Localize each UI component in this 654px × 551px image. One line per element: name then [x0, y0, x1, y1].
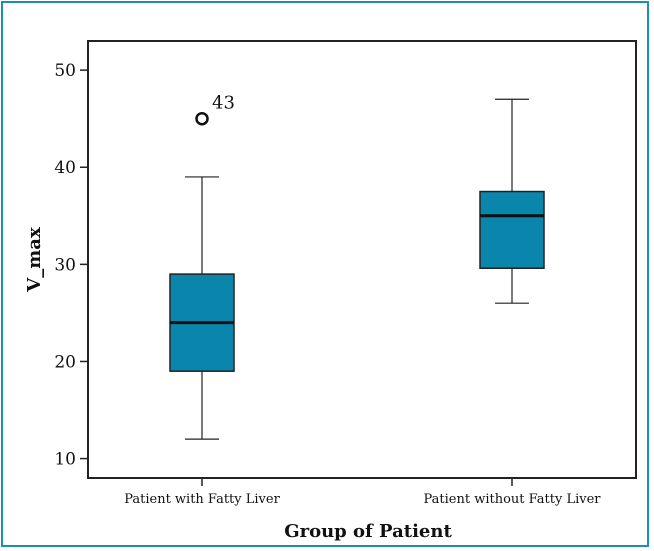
outlier-label-0: 43	[212, 93, 235, 114]
box-1	[479, 98, 545, 304]
y-axis: 10 20 30 40 50	[54, 61, 88, 470]
boxes-layer: 43	[169, 93, 545, 440]
y-tick-label-30: 30	[54, 255, 76, 275]
x-axis-title: Group of Patient	[284, 521, 452, 542]
iqr-box	[479, 190, 545, 269]
y-axis-title: V_max	[24, 227, 45, 293]
x-axis: Patient with Fatty Liver Patient without …	[124, 478, 601, 507]
y-tick-label-50: 50	[54, 61, 76, 81]
x-tick-label-1: Patient without Fatty Liver	[423, 492, 601, 507]
y-tick-label-10: 10	[54, 450, 76, 470]
x-tick-label-0: Patient with Fatty Liver	[124, 492, 280, 507]
box-0: 43	[169, 93, 235, 440]
y-tick-label-40: 40	[54, 158, 76, 178]
plot-area	[87, 40, 637, 479]
y-tick-label-20: 20	[54, 352, 76, 372]
outlier-point-0	[195, 111, 209, 126]
